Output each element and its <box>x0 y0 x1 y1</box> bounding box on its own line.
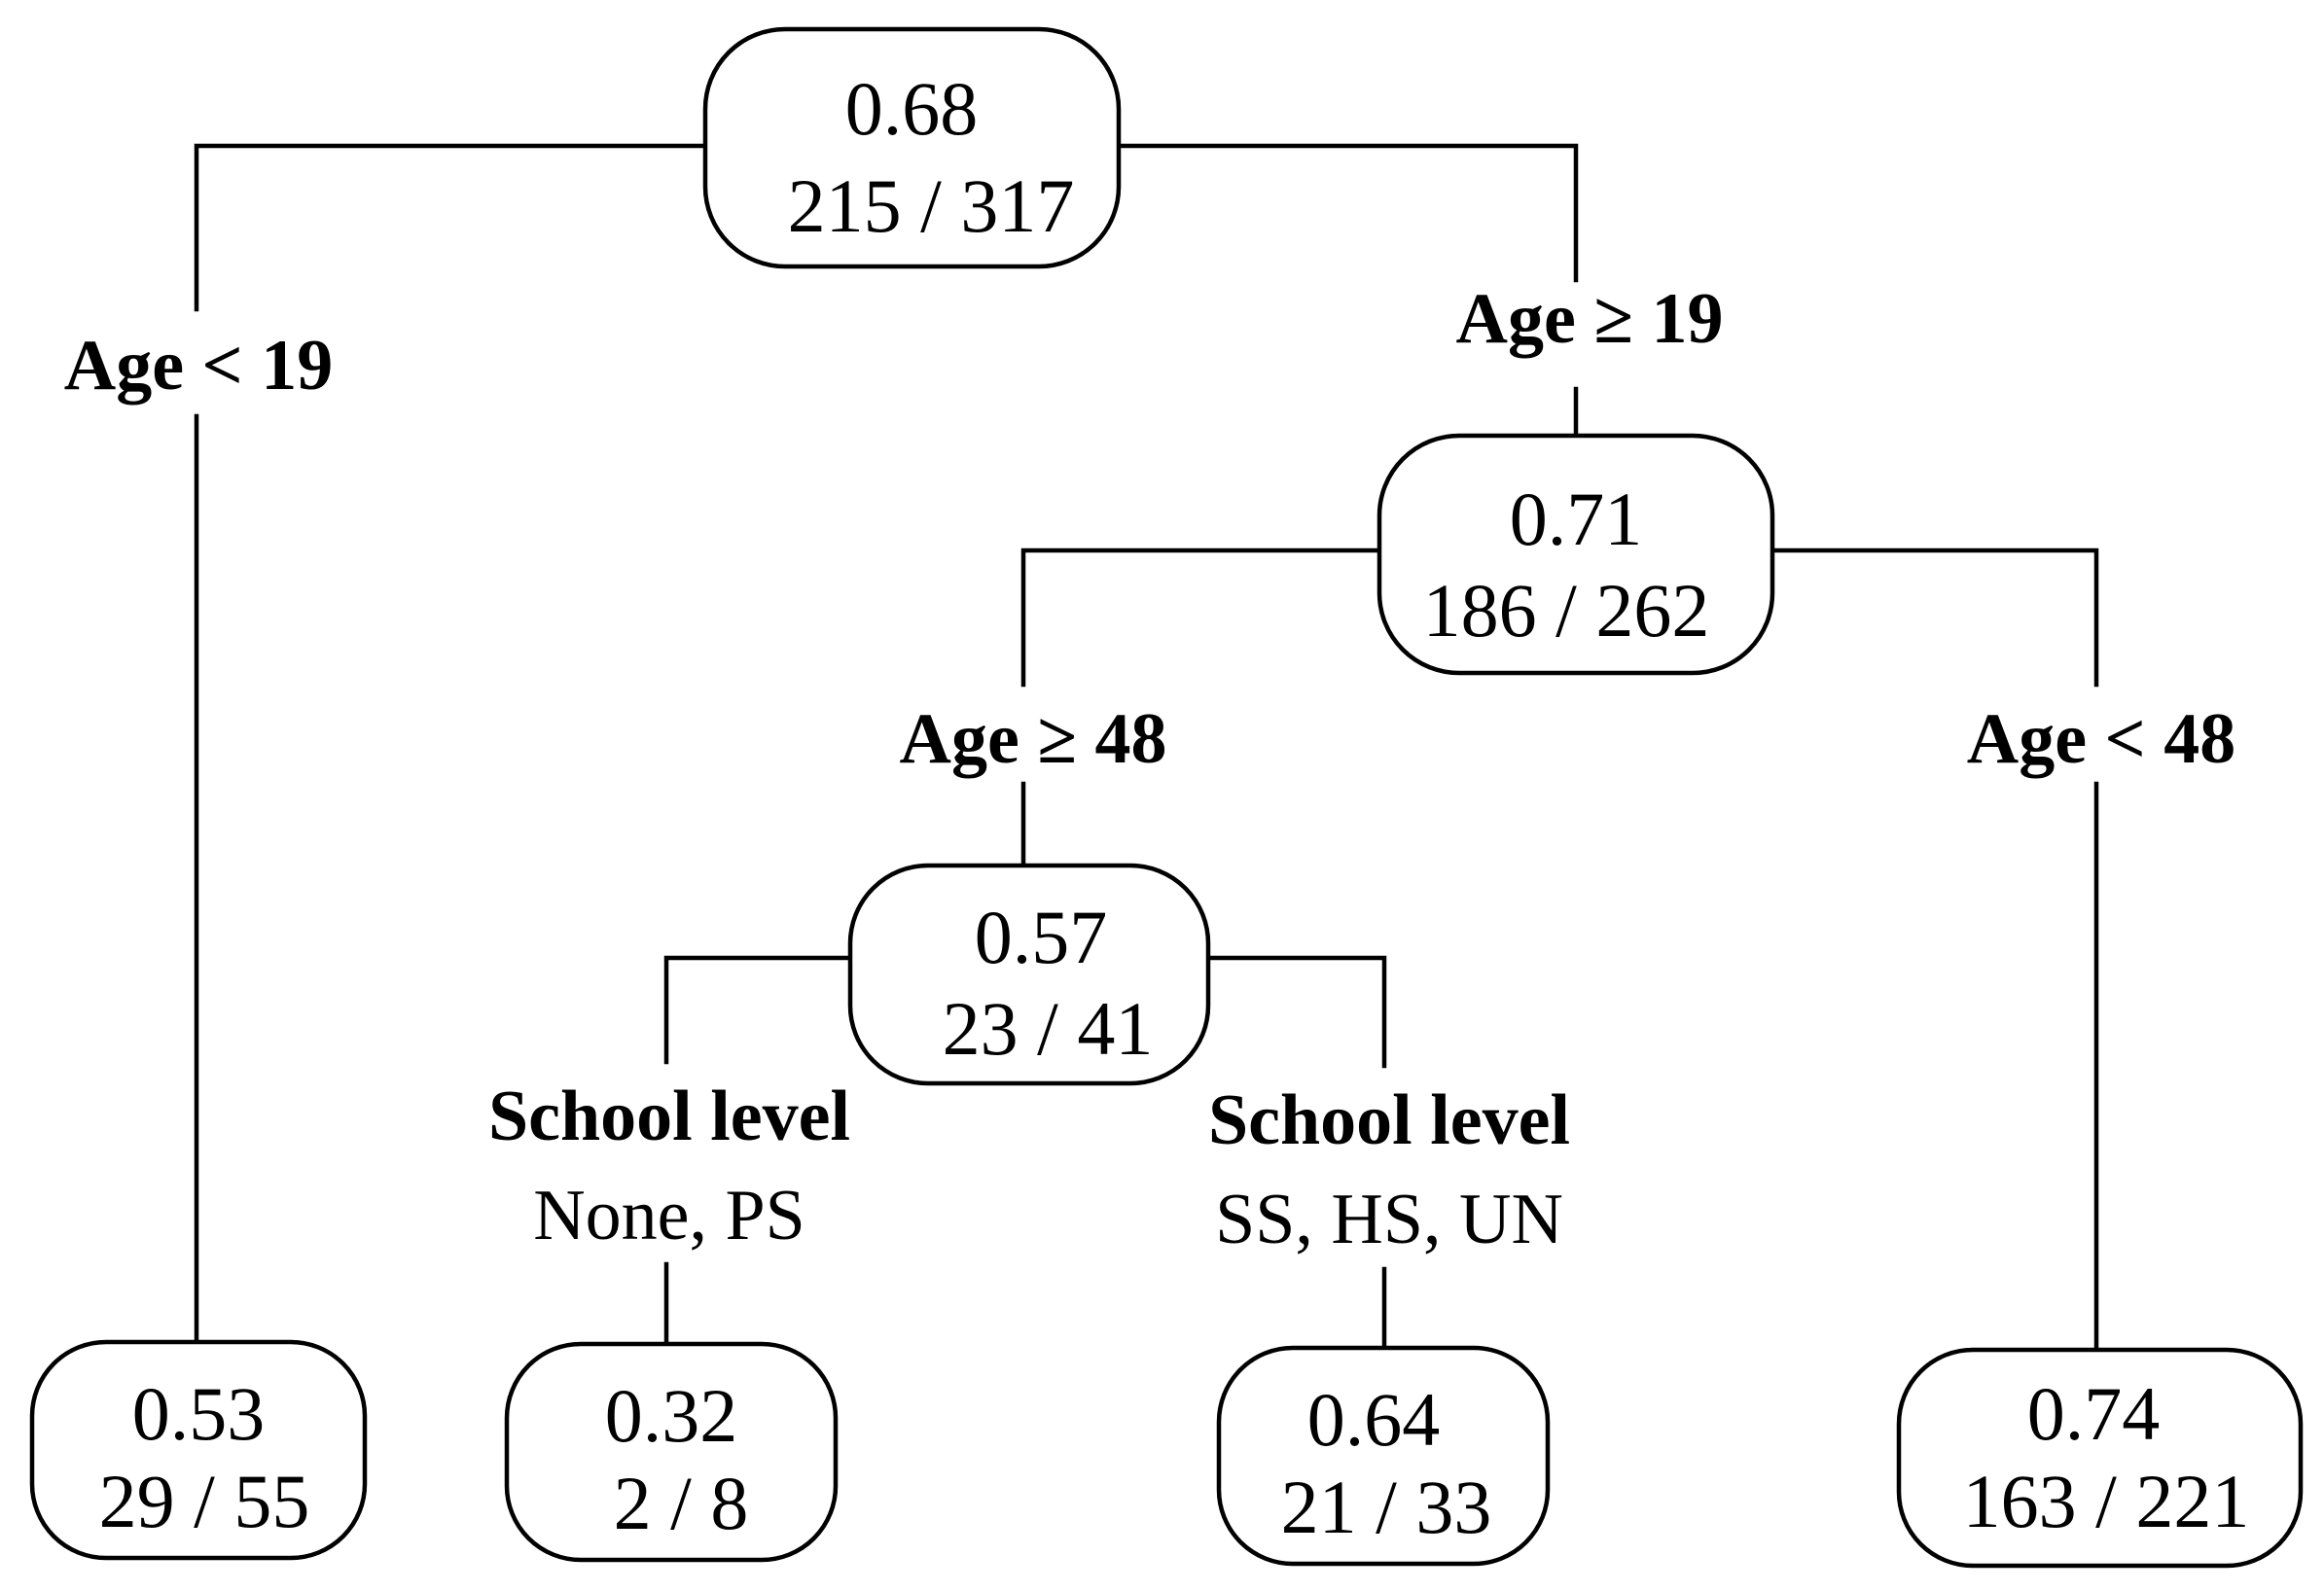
node-box <box>1216 1345 1551 1567</box>
tree-node-age-19-plus: 0.71 186 / 262 <box>1377 433 1775 676</box>
node-value: 0.64 <box>1307 1377 1441 1462</box>
node-value: 0.68 <box>845 66 979 151</box>
split-condition-values: None, PS <box>533 1176 805 1255</box>
node-value: 0.32 <box>605 1373 738 1458</box>
tree-leaf-school-none-ps: 0.32 2 / 8 <box>504 1341 839 1563</box>
tree-node-age-48-plus: 0.57 23 / 41 <box>847 863 1211 1086</box>
edge-mid-schoollow <box>663 955 852 1345</box>
split-condition-label: School level <box>488 1077 850 1156</box>
node-value: 0.57 <box>975 895 1108 979</box>
tree-edges <box>194 143 2099 1351</box>
split-condition-label: Age < 48 <box>1967 699 2235 779</box>
edge-mid-schoolhigh <box>1205 955 1387 1349</box>
split-condition-label: Age ≥ 48 <box>900 699 1167 779</box>
split-condition-label: Age < 19 <box>64 326 333 406</box>
tree-node-root: 0.68 215 / 317 <box>702 26 1122 269</box>
node-box <box>702 26 1122 269</box>
node-value: 0.71 <box>1510 477 1643 561</box>
split-condition-values: SS, HS, UN <box>1215 1180 1563 1259</box>
edge-right-rightleaf <box>1770 548 2099 1351</box>
edge-root-right <box>1116 143 1579 437</box>
tree-leaf-age-under-19: 0.53 29 / 55 <box>29 1339 368 1561</box>
edge-right-mid <box>1020 548 1381 866</box>
node-count: 2 / 8 <box>614 1461 749 1545</box>
node-count: 186 / 262 <box>1423 568 1710 653</box>
node-box <box>1377 433 1775 676</box>
split-condition-label: School level <box>1208 1080 1570 1160</box>
node-count: 23 / 41 <box>943 986 1154 1071</box>
node-box <box>504 1341 839 1563</box>
edge-root-left <box>194 143 705 1343</box>
node-count: 29 / 55 <box>99 1459 310 1543</box>
tree-leaf-age-19-to-48: 0.74 163 / 221 <box>1896 1347 2304 1569</box>
node-count: 163 / 221 <box>1963 1459 2250 1543</box>
node-box <box>1896 1347 2304 1569</box>
node-value: 0.74 <box>2027 1371 2161 1456</box>
node-box <box>29 1339 368 1561</box>
node-count: 21 / 33 <box>1281 1465 1492 1549</box>
split-condition-label: Age ≥ 19 <box>1456 279 1724 359</box>
node-box <box>847 863 1211 1086</box>
node-value: 0.53 <box>132 1371 266 1456</box>
tree-leaf-school-ss-hs-un: 0.64 21 / 33 <box>1216 1345 1551 1567</box>
node-count: 215 / 317 <box>788 163 1075 248</box>
